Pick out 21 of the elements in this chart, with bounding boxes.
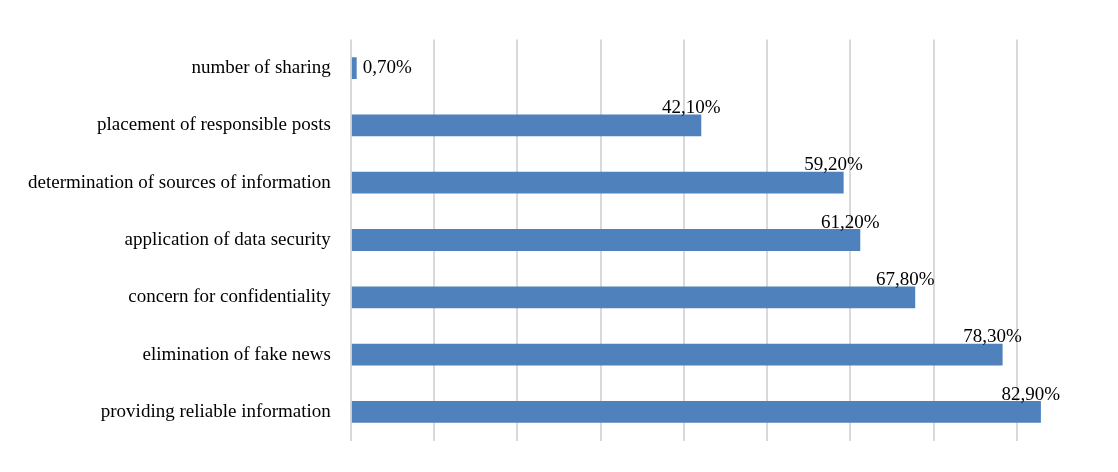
bar xyxy=(351,114,702,137)
bar xyxy=(351,343,1003,366)
data-label: 82,90% xyxy=(1001,382,1061,404)
y-tick-label: number of sharing xyxy=(191,56,332,78)
data-label: 0,70% xyxy=(362,56,412,78)
bar xyxy=(351,286,916,309)
data-label: 42,10% xyxy=(662,95,721,117)
data-label: 59,20% xyxy=(804,153,864,175)
data-label: 67,80% xyxy=(875,267,935,289)
y-tick-label: placement of responsible posts xyxy=(97,113,331,135)
y-tick-label: application of data security xyxy=(124,227,332,249)
y-tick-label: providing reliable information xyxy=(100,399,332,421)
bar xyxy=(351,57,357,79)
data-label: 78,30% xyxy=(963,325,1023,347)
y-tick-label: elimination of fake news xyxy=(142,342,331,364)
bar xyxy=(351,171,844,194)
bar xyxy=(351,229,861,251)
data-label: 61,20% xyxy=(820,210,880,232)
y-tick-label: determination of sources of information xyxy=(28,170,332,192)
y-tick-label: concern for confidentiality xyxy=(128,285,332,307)
bar xyxy=(351,401,1041,423)
